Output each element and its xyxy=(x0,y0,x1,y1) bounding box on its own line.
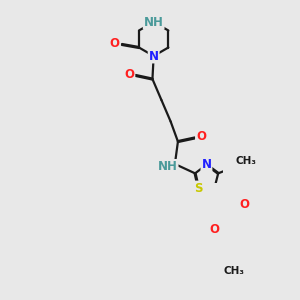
Text: NH: NH xyxy=(158,160,178,173)
Text: NH: NH xyxy=(144,16,164,28)
Text: O: O xyxy=(209,224,220,236)
Text: S: S xyxy=(194,182,203,194)
Text: N: N xyxy=(149,50,159,62)
Text: O: O xyxy=(196,130,206,143)
Text: CH₃: CH₃ xyxy=(235,156,256,166)
Text: O: O xyxy=(124,68,134,81)
Text: N: N xyxy=(202,158,212,171)
Text: O: O xyxy=(110,37,120,50)
Text: O: O xyxy=(240,198,250,211)
Text: CH₃: CH₃ xyxy=(224,266,244,276)
